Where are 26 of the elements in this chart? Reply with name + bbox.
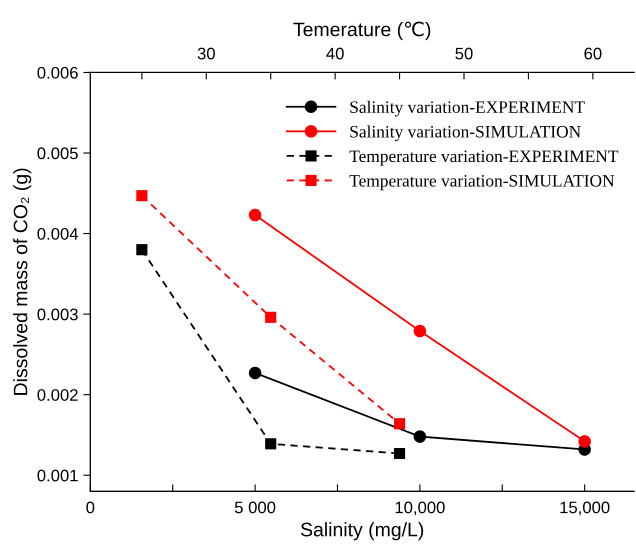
x-tick-label: 15,000	[560, 502, 610, 516]
legend-label: Temperature variation-SIMULATION	[350, 175, 614, 190]
x-axis-title: Salinity (mg/L)	[300, 522, 424, 540]
y-tick-label: 0.001	[37, 470, 78, 482]
x-tick-label: 10,000	[396, 502, 445, 516]
x2-tick-label: 30	[198, 48, 215, 60]
point	[248, 366, 262, 380]
y-tick-label: 0.004	[37, 228, 78, 240]
x-tick-label: 5 000	[234, 502, 276, 514]
x2-tick-label: 50	[455, 48, 473, 60]
point	[414, 430, 426, 443]
legend-label: Salinity variation-SIMULATION	[350, 125, 581, 142]
y-tick-label: 0.005	[37, 147, 78, 160]
point	[248, 208, 262, 222]
y-tick-label: 0.006	[37, 66, 78, 79]
x-tick-label: 0	[86, 502, 94, 514]
y-tick-label: 0.002	[37, 389, 78, 401]
legend-label: Temperature variation-EXPERIMENT	[350, 150, 618, 166]
x2-tick-label: 40	[326, 48, 344, 60]
x2-tick-label: 60	[584, 48, 602, 60]
legend-label: Salinity variation-EXPERIMENT	[350, 100, 585, 117]
x2-axis-title: Temerature (℃)	[293, 22, 430, 40]
point	[578, 435, 591, 448]
point	[414, 324, 426, 338]
y-axis-title: Dissolved mass of CO₂ (g)	[13, 168, 32, 395]
y-tick-label: 0.003	[37, 308, 78, 320]
